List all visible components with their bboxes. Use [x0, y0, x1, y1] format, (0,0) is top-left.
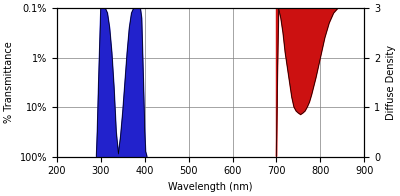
Y-axis label: Diffuse Density: Diffuse Density [386, 45, 396, 120]
X-axis label: Wavelength (nm): Wavelength (nm) [168, 182, 253, 192]
Polygon shape [276, 8, 364, 157]
Y-axis label: % Transmittance: % Transmittance [4, 42, 14, 123]
Polygon shape [96, 8, 147, 157]
